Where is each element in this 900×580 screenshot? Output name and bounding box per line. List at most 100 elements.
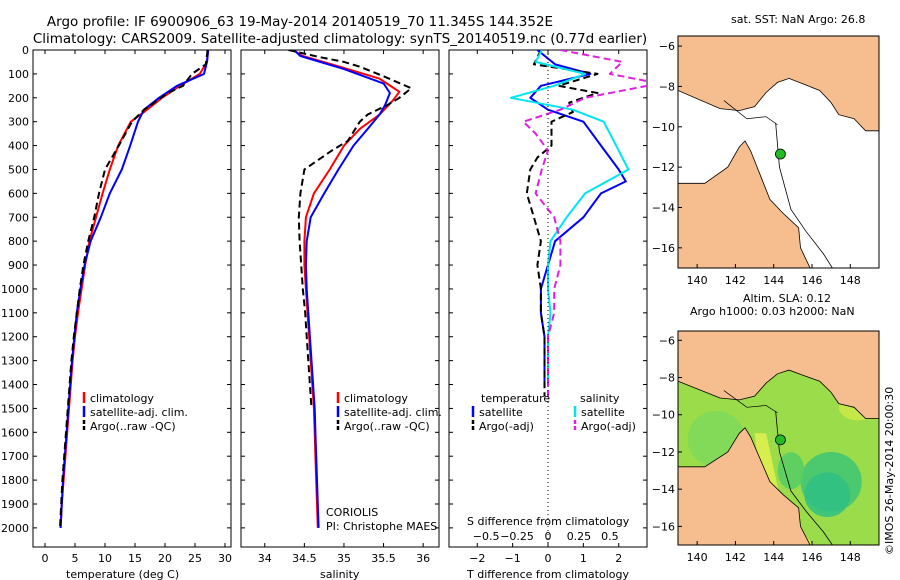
salinity-xtick-label: 34.5 xyxy=(292,552,317,565)
sla-map-land-new-guinea xyxy=(678,331,879,419)
salinity-legend-argo-label: Argo(..raw -QC) xyxy=(344,420,430,433)
salinity-legend-satellite-label: satellite-adj. clim. xyxy=(344,406,442,419)
sla-map-ytick-label: −6 xyxy=(659,334,675,347)
sst-map-ytick-label: −8 xyxy=(659,80,675,93)
sla-map-xtick-label: 142 xyxy=(725,551,746,564)
sst-map-ytick-label: −16 xyxy=(652,242,675,255)
temperature-xtick-label: 0 xyxy=(42,552,49,565)
depth-tick-label: 1200 xyxy=(1,331,29,344)
difference-xtick-label: −2 xyxy=(469,552,485,565)
sst-map-ytick-label: −10 xyxy=(652,121,675,134)
difference-line-3 xyxy=(522,50,647,397)
difference-xtick-label: 0 xyxy=(545,552,552,565)
depth-tick-label: 0 xyxy=(22,44,29,57)
difference-legend-s-argo-label: Argo(-adj) xyxy=(581,420,636,433)
coriolis-annotation: CORIOLIS xyxy=(326,506,378,519)
depth-tick-label: 1000 xyxy=(1,283,29,296)
sst-map-panel: 140 142 144 146 148 −6 −8 −10 −12 −14 −16 xyxy=(652,35,880,287)
title-line1: Argo profile: IF 6900906_63 19-May-2014 … xyxy=(47,14,553,30)
salinity-xtick-label: 35 xyxy=(337,552,351,565)
temperature-line-2 xyxy=(59,50,209,528)
sla-map-panel: 140 142 144 146 148 −6 −8 −10 −12 −14 −16 xyxy=(652,330,880,564)
difference-top-xlabel: S difference from climatology xyxy=(467,515,630,528)
temperature-legend-climatology-label: climatology xyxy=(90,392,154,405)
salinity-xlabel: salinity xyxy=(320,568,360,580)
difference-legend: temperature salinitysatelliteArgo(-adj)sa… xyxy=(471,392,636,433)
salinity-panel: 34 34.5 35 35.5 36 climatologysatellite-adj. … xyxy=(240,49,442,565)
sla-map-ytick-label: −10 xyxy=(652,409,675,422)
salinity-frame xyxy=(240,49,440,548)
imos-footer: ©IMOS 26-May-2014 20:00:30 xyxy=(883,387,896,555)
sla-map-xtick-label: 146 xyxy=(802,551,823,564)
sla-map-land-australia xyxy=(678,427,811,545)
sst-map-ytick-label: −6 xyxy=(659,40,675,53)
difference-s-tick-label: 0 xyxy=(545,530,552,543)
salinity-xtick-label: 34 xyxy=(258,552,272,565)
sst-map-ytick-label: −12 xyxy=(652,161,675,174)
difference-legend-t-satellite-label: satellite xyxy=(479,406,523,419)
depth-tick-label: 1800 xyxy=(1,474,29,487)
temperature-xtick-label: 30 xyxy=(218,552,232,565)
salinity-xtick-label: 35.5 xyxy=(371,552,396,565)
temperature-xtick-label: 10 xyxy=(98,552,112,565)
sla-map-shelf-field xyxy=(754,433,813,545)
difference-panel: −2 −1 0 1 2 −0.5 −0.25 0 0.25 0.5 temperature salin… xyxy=(448,49,648,565)
sst-map-ytick-label: −14 xyxy=(652,201,675,214)
sla-map-title: Altim. SLA: 0.12 xyxy=(743,292,831,305)
sla-map-xtick-label: 148 xyxy=(840,551,861,564)
difference-xlabel: T difference from climatology xyxy=(466,568,629,580)
depth-tick-label: 1100 xyxy=(1,307,29,320)
sla-map-argo-marker xyxy=(775,434,786,446)
sst-map-xtick-label: 146 xyxy=(802,274,823,287)
depth-tick-label: 900 xyxy=(8,259,29,272)
sla-map-ytick-label: −12 xyxy=(652,446,675,459)
difference-s-tick-label: −0.25 xyxy=(500,530,534,543)
depth-tick-label: 1900 xyxy=(1,498,29,511)
title-line2: Climatology: CARS2009. Satellite-adjuste… xyxy=(33,31,647,47)
sla-map-subtitle: Argo h1000: 0.03 h2000: NaN xyxy=(690,305,855,318)
depth-tick-label: 300 xyxy=(8,116,29,129)
difference-line-0 xyxy=(529,50,627,385)
temperature-panel: 0100200300400500600700800900100011001200… xyxy=(1,44,232,565)
depth-tick-label: 800 xyxy=(8,235,29,248)
temperature-xtick-label: 5 xyxy=(72,552,79,565)
sst-map-body xyxy=(678,36,879,268)
difference-s-tick-label: 0.5 xyxy=(601,530,619,543)
depth-tick-label: 1700 xyxy=(1,450,29,463)
depth-tick-label: 400 xyxy=(8,140,29,153)
salinity-line-1 xyxy=(293,50,391,528)
sla-map-field-blob xyxy=(777,451,805,490)
difference-s-tick-label: 0.25 xyxy=(567,530,592,543)
sst-map-argo-marker xyxy=(775,148,786,160)
difference-legend-t-argo-label: Argo(-adj) xyxy=(479,420,534,433)
sst-map-title: sat. SST: NaN Argo: 26.8 xyxy=(731,13,865,26)
depth-tick-label: 1300 xyxy=(1,355,29,368)
sla-map-xtick-label: 140 xyxy=(687,551,708,564)
temperature-series-group xyxy=(59,50,210,528)
temperature-xlabel: temperature (deg C) xyxy=(66,568,179,580)
depth-tick-label: 1500 xyxy=(1,402,29,415)
difference-line-1 xyxy=(525,50,599,397)
sst-map-xtick-label: 142 xyxy=(725,274,746,287)
salinity-xtick-label: 36 xyxy=(416,552,430,565)
depth-tick-label: 2000 xyxy=(1,522,29,535)
sla-map-frame xyxy=(677,330,880,546)
pi-annotation: PI: Christophe MAES xyxy=(326,520,437,533)
temperature-legend-argo-label: Argo(..raw -QC) xyxy=(90,420,176,433)
depth-tick-label: 1400 xyxy=(1,379,29,392)
difference-xtick-label: −1 xyxy=(505,552,521,565)
sst-map-xtick-label: 148 xyxy=(840,274,861,287)
difference-legend-salinity-title: salinity xyxy=(580,392,620,405)
depth-tick-label: 100 xyxy=(8,68,29,81)
temperature-frame xyxy=(32,49,232,548)
salinity-line-2 xyxy=(288,50,413,409)
temperature-xtick-label: 15 xyxy=(128,552,142,565)
sla-map-ytick-label: −8 xyxy=(659,372,675,385)
depth-tick-label: 700 xyxy=(8,211,29,224)
depth-tick-label: 600 xyxy=(8,187,29,200)
sla-map-shelf-contour xyxy=(775,410,833,545)
depth-tick-label: 1600 xyxy=(1,426,29,439)
difference-legend-temperature-title: temperature xyxy=(481,392,550,405)
